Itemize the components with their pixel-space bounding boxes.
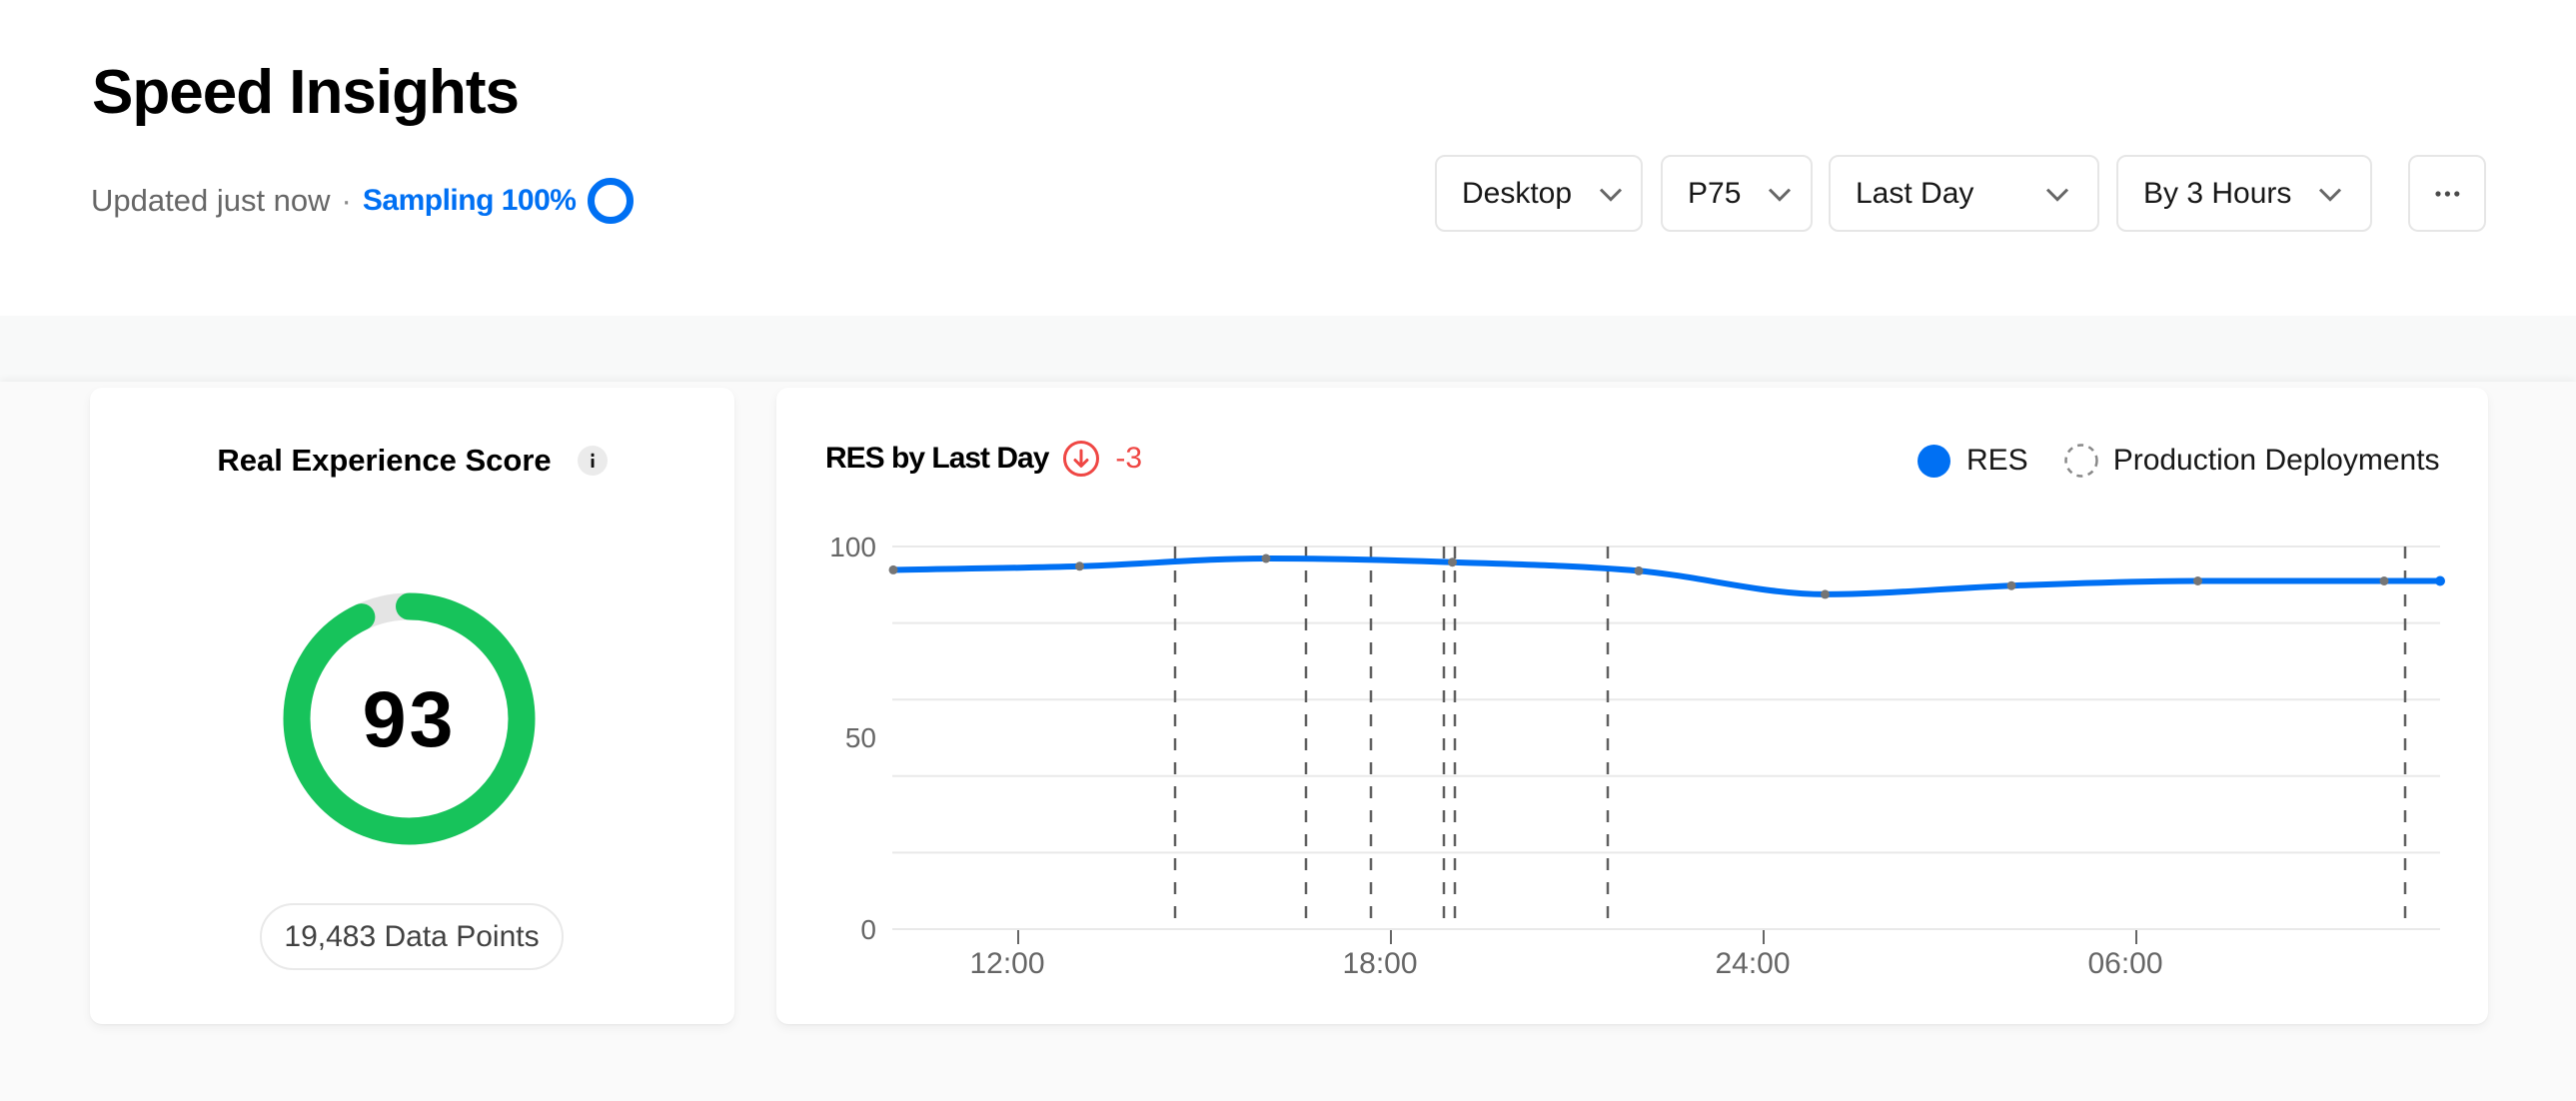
svg-text:0: 0: [860, 914, 876, 945]
svg-text:12:00: 12:00: [969, 947, 1044, 980]
svg-text:100: 100: [829, 532, 876, 562]
svg-text:50: 50: [845, 722, 876, 753]
svg-text:18:00: 18:00: [1342, 947, 1417, 980]
svg-text:24:00: 24:00: [1715, 947, 1790, 980]
svg-text:06:00: 06:00: [2087, 947, 2162, 980]
